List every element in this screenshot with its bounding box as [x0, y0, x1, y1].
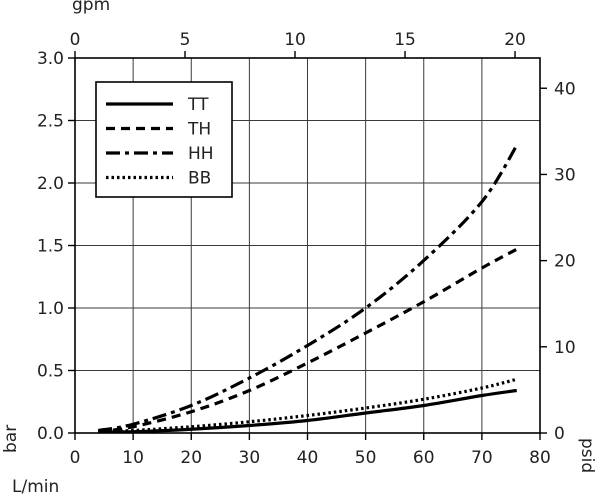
- series-line-tt: [98, 388, 517, 434]
- x-tick-label: 80: [529, 448, 551, 468]
- y2-axis-label: psid: [577, 438, 597, 473]
- x-tick-label: 70: [471, 448, 493, 468]
- x2-tick-label: 5: [180, 30, 191, 50]
- y-tick-label: 2.5: [37, 112, 64, 132]
- y2-tick-label: 20: [554, 252, 576, 272]
- y-tick-label: 1.0: [37, 299, 64, 319]
- legend-label-tt: TT: [187, 95, 209, 115]
- x-axis-label: L/min: [12, 477, 59, 497]
- x-tick-label: 10: [122, 448, 144, 468]
- y2-tick-label: 10: [554, 338, 576, 358]
- y-axis-label: bar: [1, 425, 21, 453]
- legend-label-th: TH: [187, 120, 211, 140]
- x-tick-label: 30: [239, 448, 261, 468]
- x-tick-label: 60: [413, 448, 435, 468]
- y-tick-label: 0.5: [37, 362, 64, 382]
- legend-label-bb: BB: [188, 169, 211, 189]
- x2-tick-label: 15: [394, 30, 416, 50]
- x-tick-label: 20: [180, 448, 202, 468]
- x-tick-label: 0: [70, 448, 81, 468]
- y-tick-label: 1.5: [37, 237, 64, 257]
- x2-tick-label: 20: [504, 30, 526, 50]
- legend: TT TH HH BB: [95, 81, 233, 198]
- y2-tick-label: 40: [554, 79, 576, 99]
- grid: [74, 57, 541, 434]
- series-line-bb: [98, 377, 518, 434]
- y2-tick-label: 30: [554, 165, 576, 185]
- y-tick-label: 0.0: [37, 424, 64, 444]
- axis-ticks: [68, 51, 547, 440]
- legend-box: [95, 81, 233, 198]
- y-tick-label: 3.0: [37, 49, 64, 69]
- x2-tick-label: 0: [70, 30, 81, 50]
- x-tick-label: 40: [297, 448, 319, 468]
- y-tick-label: 2.0: [37, 174, 64, 194]
- series-line-hh: [97, 144, 519, 433]
- tick-labels: 0 10 20 30 40 50 60 70 800.00.51.01.52.02.53.00 5…: [37, 30, 576, 468]
- series-lines: [97, 144, 519, 434]
- legend-label-hh: HH: [188, 144, 214, 164]
- y2-tick-label: 0: [554, 424, 565, 444]
- x2-axis-label: gpm: [72, 0, 110, 15]
- x2-tick-label: 10: [284, 30, 306, 50]
- x-tick-label: 50: [355, 448, 377, 468]
